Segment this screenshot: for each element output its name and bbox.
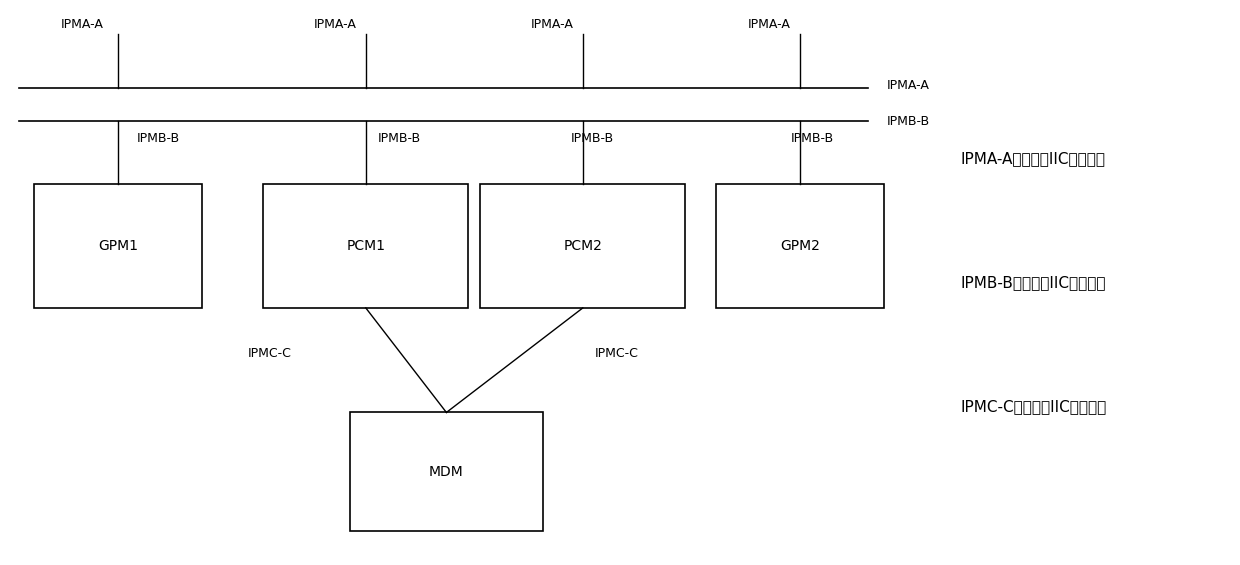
Text: IPMB-B: IPMB-B <box>378 132 422 145</box>
Text: IPMB-B: IPMB-B <box>791 132 835 145</box>
Text: MDM: MDM <box>429 465 464 479</box>
Bar <box>350 412 543 531</box>
Text: IPMA-A: IPMA-A <box>887 79 930 93</box>
Text: PCM2: PCM2 <box>563 239 603 253</box>
Text: IPMA-A: IPMA-A <box>314 18 356 31</box>
Text: IPMA-A: IPMA-A <box>531 18 573 31</box>
Bar <box>33 184 201 308</box>
Text: GPM2: GPM2 <box>780 239 820 253</box>
Text: IPMC-C: IPMC-C <box>248 346 291 360</box>
Text: IPMB-B：第二路IIC总线通信: IPMB-B：第二路IIC总线通信 <box>961 275 1106 290</box>
Bar <box>263 184 467 308</box>
Text: IPMA-A：第一路IIC总线通信: IPMA-A：第一路IIC总线通信 <box>961 151 1106 166</box>
Text: IPMB-B: IPMB-B <box>570 132 614 145</box>
Text: IPMC-C: IPMC-C <box>595 346 639 360</box>
Text: IPMA-A: IPMA-A <box>61 18 103 31</box>
Text: GPM1: GPM1 <box>98 239 138 253</box>
Bar <box>717 184 883 308</box>
Text: IPMB-B: IPMB-B <box>136 132 180 145</box>
Text: IPMA-A: IPMA-A <box>748 18 790 31</box>
Text: IPMC-C：第三路IIC总线通信: IPMC-C：第三路IIC总线通信 <box>961 399 1107 414</box>
Text: IPMB-B: IPMB-B <box>887 115 930 128</box>
Bar <box>480 184 684 308</box>
Text: PCM1: PCM1 <box>346 239 386 253</box>
